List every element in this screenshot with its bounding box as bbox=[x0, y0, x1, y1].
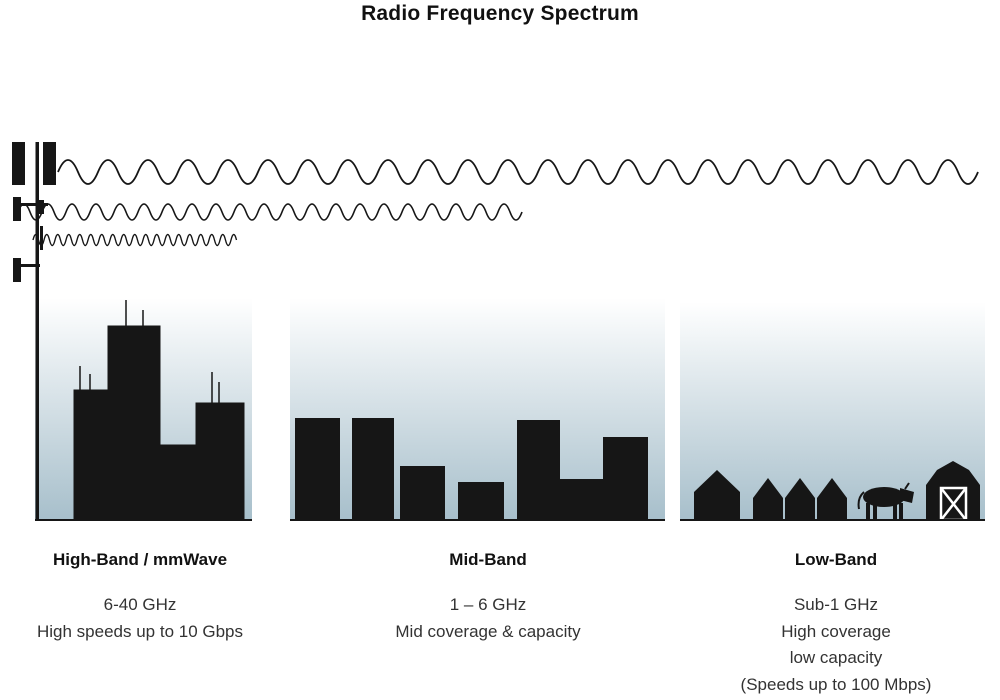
mid-band-notes: 1 – 6 GHz Mid coverage & capacity bbox=[338, 592, 638, 645]
low-band-description-3: (Speeds up to 100 Mbps) bbox=[740, 674, 932, 694]
low-band-notes: Sub-1 GHz High coverage low capacity (Sp… bbox=[686, 592, 986, 698]
building bbox=[107, 325, 161, 521]
building bbox=[400, 466, 445, 520]
building bbox=[560, 479, 603, 520]
building bbox=[517, 420, 560, 520]
building bbox=[295, 418, 340, 520]
town-skyline bbox=[295, 418, 648, 520]
barn-icon bbox=[926, 461, 980, 522]
cell-tower-icon bbox=[12, 142, 56, 520]
high-band-description: High speeds up to 10 Gbps bbox=[36, 621, 244, 641]
cow-icon bbox=[857, 482, 914, 519]
house-icon bbox=[753, 478, 783, 520]
high-band-label: High-Band / mmWave bbox=[52, 550, 228, 569]
high-band-frequency: 6-40 GHz bbox=[103, 595, 177, 614]
building bbox=[159, 444, 196, 521]
building bbox=[195, 402, 245, 521]
low-band-description-2: low capacity bbox=[789, 648, 883, 667]
low-band-wave-icon bbox=[57, 159, 979, 185]
radio-waves bbox=[17, 159, 979, 247]
mid-band-description: Mid coverage & capacity bbox=[395, 621, 581, 641]
building bbox=[352, 418, 394, 520]
house-icon bbox=[817, 478, 847, 520]
house-icon bbox=[694, 470, 740, 520]
mid-band-wave-icon bbox=[17, 203, 523, 221]
high-band-wave-icon bbox=[32, 233, 238, 247]
city-skyline bbox=[73, 300, 245, 521]
building bbox=[458, 482, 504, 520]
page-title: Radio Frequency Spectrum bbox=[361, 2, 639, 25]
building bbox=[603, 437, 648, 520]
house-icon bbox=[785, 478, 815, 520]
mid-band-label: Mid-Band bbox=[449, 550, 527, 569]
mid-band-frequency: 1 – 6 GHz bbox=[449, 595, 527, 614]
low-band-frequency: Sub-1 GHz bbox=[793, 595, 879, 614]
building bbox=[73, 389, 111, 521]
low-band-description-1: High coverage bbox=[781, 621, 891, 641]
low-band-label: Low-Band bbox=[794, 550, 878, 569]
rural-scene bbox=[694, 461, 980, 522]
high-band-notes: 6-40 GHz High speeds up to 10 Gbps bbox=[0, 592, 280, 645]
